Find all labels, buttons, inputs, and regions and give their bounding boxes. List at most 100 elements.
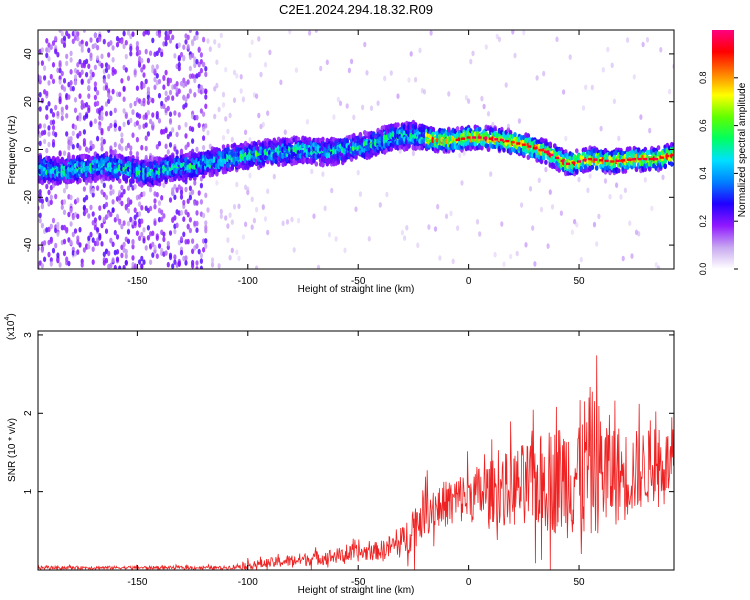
heatmap-noise-cell: [438, 255, 442, 261]
heatmap-cell: [71, 154, 76, 160]
heatmap-noise-cell: [184, 39, 188, 45]
heatmap-noise-cell: [54, 193, 58, 200]
heatmap-noise-cell: [195, 114, 199, 121]
heatmap-noise-cell: [131, 109, 135, 115]
heatmap-noise-cell: [177, 56, 181, 62]
heatmap-noise-cell: [96, 135, 100, 142]
heatmap-noise-cell: [202, 212, 206, 219]
heatmap-noise-cell: [171, 127, 175, 133]
heatmap-noise-cell: [263, 216, 268, 222]
heatmap-noise-cell: [71, 38, 75, 45]
figure-title: C2E1.2024.294.18.32.R09: [279, 2, 433, 17]
heatmap-noise-cell: [171, 263, 175, 269]
heatmap-noise-cell: [164, 127, 168, 134]
heatmap-noise-cell: [389, 70, 393, 76]
heatmap-noise-cell: [115, 234, 120, 240]
heatmap-noise-cell: [100, 146, 104, 152]
heatmap-noise-cell: [146, 225, 150, 231]
heatmap-noise-cell: [149, 186, 153, 193]
heatmap-noise-cell: [85, 101, 89, 108]
heatmap-noise-cell: [45, 114, 49, 120]
heatmap-noise-cell: [144, 78, 148, 85]
heatmap-noise-cell: [135, 45, 139, 51]
heatmap-noise-cell: [100, 105, 104, 111]
heatmap-noise-cell: [76, 197, 80, 203]
heatmap-noise-cell: [43, 129, 47, 136]
heatmap-noise-cell: [133, 207, 137, 213]
heatmap-noise-cell: [241, 96, 245, 102]
heatmap-noise-cell: [140, 263, 144, 269]
heatmap-noise-cell: [71, 214, 75, 221]
heatmap-noise-cell: [482, 103, 486, 110]
heatmap-noise-cell: [69, 194, 73, 201]
heatmap-noise-cell: [144, 48, 148, 55]
heatmap-noise-cell: [135, 40, 139, 47]
heatmap-noise-cell: [109, 40, 113, 46]
heatmap-noise-cell: [221, 102, 226, 108]
heatmap-noise-cell: [49, 199, 53, 206]
heatmap-noise-cell: [107, 125, 111, 132]
heatmap-noise-cell: [43, 240, 47, 246]
heatmap-noise-cell: [199, 258, 203, 264]
heatmap-noise-cell: [345, 103, 349, 109]
heatmap-noise-cell: [153, 203, 157, 210]
heatmap-noise-cell: [155, 110, 159, 117]
heatmap-noise-cell: [179, 148, 184, 155]
heatmap-noise-cell: [266, 229, 270, 236]
heatmap-cell: [38, 154, 42, 160]
heatmap-noise-cell: [414, 76, 418, 83]
heatmap-noise-cell: [199, 52, 203, 58]
heatmap-noise-cell: [113, 229, 117, 236]
heatmap-noise-cell: [323, 205, 327, 212]
heatmap-noise-cell: [162, 84, 166, 90]
heatmap-noise-cell: [266, 188, 270, 195]
heatmap-noise-cell: [43, 138, 47, 145]
heatmap-noise-cell: [164, 90, 168, 97]
heatmap-noise-cell: [38, 217, 42, 224]
heatmap-noise-cell: [69, 136, 73, 142]
heatmap-noise-cell: [51, 40, 56, 46]
heatmap-noise-cell: [47, 47, 51, 53]
heatmap-noise-cell: [232, 97, 237, 103]
heatmap-noise-cell: [122, 108, 126, 114]
heatmap-noise-cell: [188, 217, 192, 223]
heatmap-noise-cell: [195, 260, 199, 266]
heatmap-noise-cell: [184, 133, 188, 139]
heatmap-noise-cell: [89, 231, 93, 238]
heatmap-cell: [104, 151, 109, 157]
heatmap-noise-cell: [257, 36, 261, 42]
heatmap-noise-cell: [122, 96, 126, 102]
heatmap-noise-cell: [54, 35, 58, 42]
heatmap-noise-cell: [168, 118, 173, 124]
heatmap-noise-cell: [506, 123, 510, 130]
heatmap-noise-cell: [153, 220, 157, 226]
heatmap-noise-cell: [182, 44, 186, 50]
heatmap-noise-cell: [62, 78, 67, 84]
heatmap-noise-cell: [206, 207, 210, 213]
heatmap-noise-cell: [93, 217, 97, 223]
heatmap-noise-cell: [129, 45, 133, 52]
heatmap-noise-cell: [87, 243, 91, 250]
heatmap-noise-cell: [69, 57, 73, 63]
heatmap-cell: [124, 176, 129, 182]
heatmap-noise-cell: [504, 82, 508, 88]
heatmap-noise-cell: [38, 106, 42, 112]
heatmap-noise-cell: [221, 135, 226, 141]
heatmap-noise-cell: [168, 142, 173, 148]
heatmap-noise-cell: [91, 187, 95, 194]
heatmap-noise-cell: [87, 235, 91, 242]
heatmap-noise-cell: [151, 230, 155, 237]
heatmap-noise-cell: [120, 192, 124, 198]
heatmap-noise-cell: [129, 199, 133, 205]
heatmap-noise-cell: [250, 196, 254, 203]
heatmap-noise-cell: [157, 200, 162, 206]
heatmap-noise-cell: [319, 65, 323, 72]
heatmap-noise-cell: [146, 57, 150, 64]
heatmap-noise-cell: [215, 180, 219, 186]
heatmap-noise-cell: [122, 30, 126, 37]
heatmap-noise-cell: [107, 73, 111, 80]
heatmap-noise-cell: [96, 90, 100, 96]
heatmap-noise-cell: [38, 212, 42, 219]
heatmap-noise-cell: [80, 99, 84, 106]
heatmap-noise-cell: [407, 77, 411, 83]
